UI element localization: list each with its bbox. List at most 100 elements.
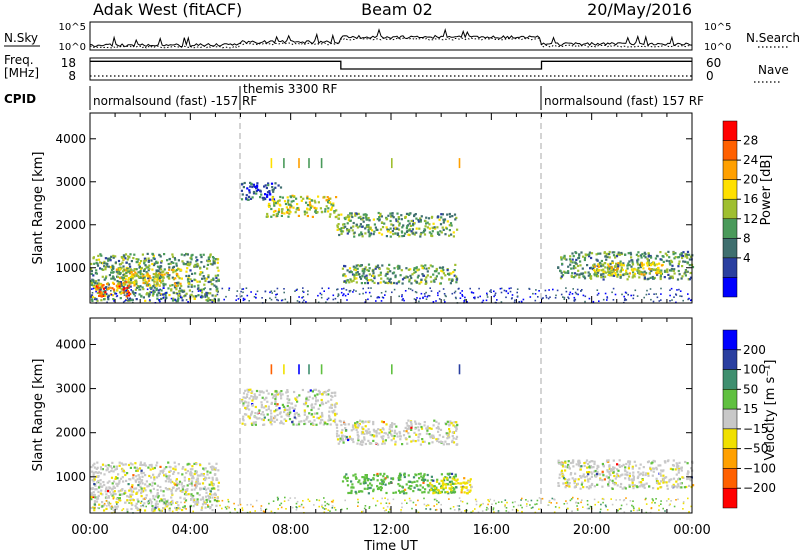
power-cell bbox=[367, 224, 370, 227]
power-cell bbox=[626, 264, 629, 267]
velocity-cell bbox=[287, 415, 291, 418]
power-y-tick-label: 4000 bbox=[55, 132, 86, 146]
velocity-cell bbox=[155, 500, 158, 503]
velocity-cell bbox=[191, 477, 194, 480]
velocity-cell bbox=[579, 468, 582, 471]
velocity-cell bbox=[601, 472, 604, 475]
velocity-streak bbox=[270, 364, 273, 375]
power-noise-cell bbox=[176, 293, 178, 295]
power-cell bbox=[448, 212, 451, 216]
velocity-cell bbox=[181, 508, 184, 512]
velocity-noise-cell bbox=[670, 500, 672, 502]
power-cell bbox=[294, 211, 297, 214]
power-cell bbox=[639, 254, 642, 257]
velocity-cell bbox=[606, 470, 609, 473]
velocity-cell bbox=[99, 472, 102, 475]
power-cell bbox=[560, 275, 563, 278]
velocity-noise-cell bbox=[169, 507, 171, 510]
velocity-cell bbox=[270, 401, 273, 404]
velocity-cell bbox=[465, 492, 469, 495]
velocity-cell bbox=[92, 471, 95, 474]
power-noise-cell bbox=[129, 297, 131, 299]
velocity-cell bbox=[367, 439, 370, 442]
velocity-cell bbox=[333, 391, 336, 394]
velocity-noise-cell bbox=[327, 509, 330, 511]
velocity-cell bbox=[372, 435, 376, 438]
power-noise-cell bbox=[317, 294, 319, 297]
velocity-cell bbox=[624, 473, 627, 476]
velocity-cell bbox=[162, 494, 165, 497]
velocity-cell bbox=[420, 425, 423, 429]
power-cell bbox=[602, 275, 605, 278]
velocity-cell bbox=[437, 430, 440, 433]
power-cell bbox=[127, 281, 130, 284]
velocity-cell bbox=[105, 493, 108, 496]
power-cell bbox=[100, 299, 103, 302]
velocity-cell bbox=[159, 470, 162, 473]
power-cell bbox=[106, 283, 109, 286]
power-cell bbox=[330, 206, 334, 209]
velocity-cell bbox=[106, 467, 109, 470]
power-cell bbox=[356, 226, 359, 229]
freq-label: Freq. bbox=[4, 53, 34, 67]
power-cell bbox=[190, 254, 193, 257]
power-cell bbox=[107, 298, 110, 301]
power-cell bbox=[357, 264, 360, 267]
power-cell bbox=[268, 198, 272, 201]
velocity-cell bbox=[433, 485, 436, 488]
power-cell bbox=[578, 273, 581, 276]
power-cell bbox=[398, 235, 401, 238]
velocity-noise-cell bbox=[669, 503, 671, 506]
velocity-cell bbox=[130, 486, 134, 489]
power-cell bbox=[94, 281, 97, 284]
power-noise-cell bbox=[139, 288, 142, 291]
velocity-cell bbox=[627, 477, 631, 480]
velocity-cell bbox=[587, 473, 590, 476]
velocity-noise-cell bbox=[517, 509, 519, 512]
velocity-cell bbox=[426, 473, 429, 477]
power-cell bbox=[176, 300, 179, 303]
velocity-cell bbox=[175, 479, 178, 482]
velocity-cell bbox=[138, 482, 141, 485]
power-cell bbox=[103, 265, 106, 268]
velocity-cell bbox=[92, 464, 95, 467]
power-cell bbox=[361, 218, 364, 221]
velocity-noise-cell bbox=[605, 505, 607, 508]
power-cell bbox=[366, 225, 369, 229]
velocity-cell bbox=[394, 491, 397, 494]
velocity-cell bbox=[190, 494, 193, 497]
velocity-cell bbox=[422, 481, 425, 484]
power-noise-cell bbox=[163, 287, 165, 289]
velocity-cell bbox=[639, 463, 642, 466]
velocity-cell bbox=[142, 471, 145, 475]
power-cell bbox=[343, 223, 346, 226]
velocity-cell bbox=[107, 490, 110, 493]
power-noise-cell bbox=[575, 293, 578, 295]
velocity-cell bbox=[141, 482, 144, 485]
velocity-noise-cell bbox=[581, 499, 583, 501]
velocity-cell bbox=[594, 475, 598, 478]
velocity-noise-cell bbox=[530, 507, 533, 509]
velocity-noise-cell bbox=[458, 497, 461, 499]
power-cell bbox=[445, 227, 448, 230]
power-noise-cell bbox=[528, 288, 531, 290]
power-noise-cell bbox=[592, 300, 595, 303]
power-cell bbox=[446, 269, 449, 272]
velocity-cell bbox=[183, 505, 186, 508]
power-cell bbox=[584, 253, 587, 256]
power-cell bbox=[370, 229, 374, 232]
velocity-cell bbox=[383, 442, 386, 445]
power-cell bbox=[169, 284, 172, 287]
power-cell bbox=[287, 199, 290, 202]
velocity-cell bbox=[389, 424, 392, 427]
power-cell bbox=[626, 272, 629, 276]
power-cell bbox=[163, 273, 166, 276]
velocity-noise-cell bbox=[588, 507, 590, 510]
power-noise-cell bbox=[478, 287, 480, 290]
velocity-cell bbox=[287, 398, 290, 401]
velocity-cell bbox=[405, 483, 408, 486]
velocity-cell bbox=[659, 486, 662, 489]
power-noise-cell bbox=[180, 296, 182, 299]
velocity-noise-cell bbox=[632, 505, 635, 508]
power-noise-cell bbox=[404, 290, 407, 292]
